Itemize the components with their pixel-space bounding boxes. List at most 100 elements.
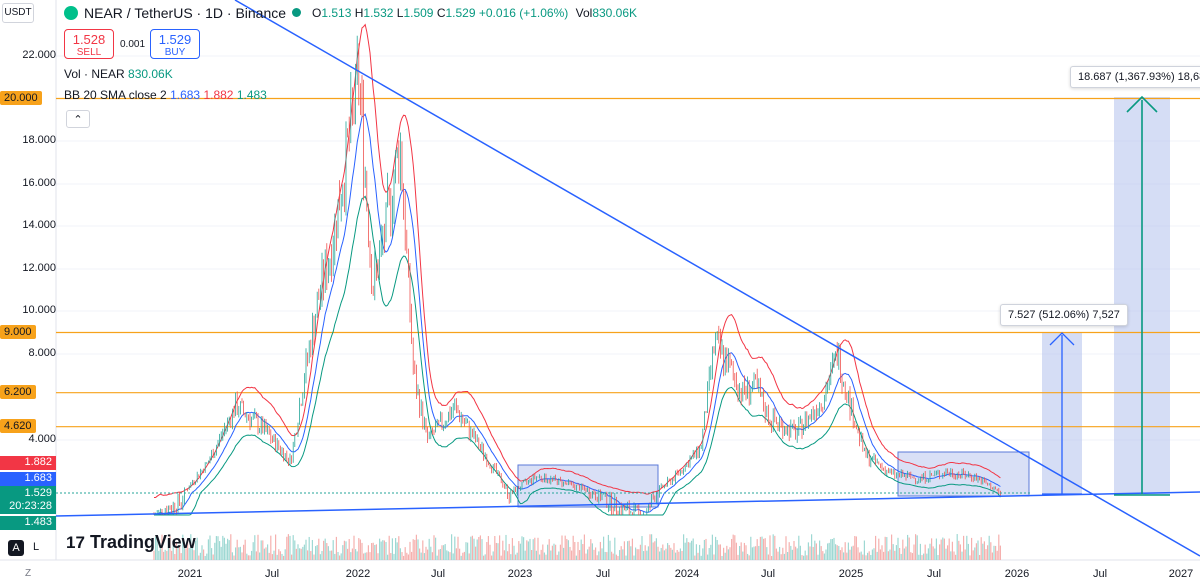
volume-bar: [700, 555, 702, 560]
volume-bar: [846, 552, 848, 560]
volume-bar: [185, 548, 187, 560]
volume-bar: [675, 552, 677, 560]
volume-bar: [684, 542, 686, 560]
volume-bar: [974, 547, 976, 560]
volume-bar: [859, 552, 861, 560]
bb-basis-value: 1.683: [170, 88, 201, 102]
level-tag[interactable]: 4.620: [0, 418, 36, 433]
volume-bar: [516, 552, 518, 560]
volume-legend[interactable]: Vol · NEAR 830.06K: [64, 67, 173, 81]
volume-bar: [692, 538, 694, 560]
volume-bar: [537, 537, 539, 560]
volume-bar: [899, 547, 901, 560]
range-boxes: [517, 97, 1170, 508]
volume-bar: [431, 552, 433, 560]
volume-bar: [879, 549, 881, 560]
volume-bar: [633, 555, 635, 560]
volume-bar: [863, 540, 865, 560]
volume-bar: [427, 549, 429, 560]
volume-bar: [299, 548, 301, 560]
volume-bar: [625, 555, 627, 560]
level-tag[interactable]: 9.000: [0, 324, 36, 339]
volume-bar: [830, 539, 832, 560]
volume-bar: [388, 535, 390, 560]
volume-bar: [171, 550, 173, 560]
volume-bar: [891, 534, 893, 560]
volume-bar: [188, 548, 190, 560]
volume-bar: [627, 541, 629, 560]
volume-legend-value: 830.06K: [128, 67, 173, 81]
volume-bar: [550, 550, 552, 560]
volume-bar: [215, 536, 217, 560]
volume-bar: [406, 552, 408, 560]
volume-bar: [825, 549, 827, 560]
symbol-selector[interactable]: USDT: [2, 3, 34, 23]
volume-bar: [907, 534, 909, 560]
buy-button[interactable]: 1.529 BUY: [150, 29, 200, 59]
volume-bar: [767, 554, 769, 560]
level-tag[interactable]: 6.200: [0, 384, 36, 399]
volume-bar: [358, 538, 360, 560]
volume-bar: [950, 551, 952, 560]
volume-bar: [435, 537, 437, 560]
volume-bar: [297, 544, 299, 560]
price-change: +0.016 (+1.06%): [478, 6, 569, 20]
volume-bar: [991, 552, 993, 560]
volume-bar: [403, 555, 405, 560]
volume-bar: [695, 544, 697, 560]
volume-bar: [433, 535, 435, 560]
volume-bar: [894, 550, 896, 560]
volume-bar: [694, 555, 696, 560]
volume-bar: [657, 546, 659, 560]
volume-bar: [996, 550, 998, 560]
volume-bar: [499, 535, 501, 560]
volume-bar: [964, 549, 966, 560]
volume-bar: [326, 543, 328, 560]
volume-bar: [369, 552, 371, 560]
volume-bar: [487, 536, 489, 560]
volume-bar: [804, 550, 806, 560]
volume-bar: [631, 538, 633, 560]
sell-label: SELL: [76, 47, 102, 58]
sell-button[interactable]: 1.528 SELL: [64, 29, 114, 59]
volume-bar: [407, 554, 409, 560]
volume-bar: [948, 538, 950, 560]
volume-bar: [279, 551, 281, 560]
volume-bar: [923, 553, 925, 560]
volume-bar: [183, 541, 185, 560]
ohlc-c: C1.529: [437, 6, 479, 20]
volume-bar: [473, 538, 475, 560]
volume-bar: [969, 555, 971, 560]
volume-bar: [159, 545, 161, 560]
volume-bar: [927, 548, 929, 560]
auto-scale-button[interactable]: A: [8, 540, 24, 556]
brand-text: TradingView: [89, 532, 196, 552]
volume-bar: [444, 544, 446, 560]
volume-bar: [691, 540, 693, 560]
volume-bar: [731, 538, 733, 560]
volume-bar: [364, 552, 366, 560]
volume-bar: [383, 540, 385, 560]
volume-bar: [919, 543, 921, 560]
volume-bar: [782, 547, 784, 560]
volume-bar: [420, 552, 422, 560]
level-tag[interactable]: 20.000: [0, 90, 42, 105]
volume-bar: [815, 543, 817, 560]
volume-bar: [503, 550, 505, 560]
volume-bar: [567, 540, 569, 560]
volume-bar: [889, 549, 891, 560]
volume-bar: [542, 544, 544, 560]
timezone-button[interactable]: Z: [25, 568, 32, 579]
volume-bar: [571, 550, 573, 560]
log-scale-button[interactable]: L: [33, 541, 40, 553]
volume-bar: [975, 543, 977, 560]
ohlc-val: 1.513: [321, 6, 352, 20]
volume-bar: [350, 552, 352, 560]
collapse-legend-button[interactable]: ⌃: [66, 110, 90, 128]
volume-bar: [761, 536, 763, 560]
buy-label: BUY: [164, 47, 186, 58]
chart-title[interactable]: NEAR / TetherUS · 1D · Binance: [84, 5, 287, 21]
volume-bar: [311, 539, 313, 560]
bb-legend[interactable]: BB 20 SMA close 2 1.683 1.882 1.483: [64, 88, 267, 102]
